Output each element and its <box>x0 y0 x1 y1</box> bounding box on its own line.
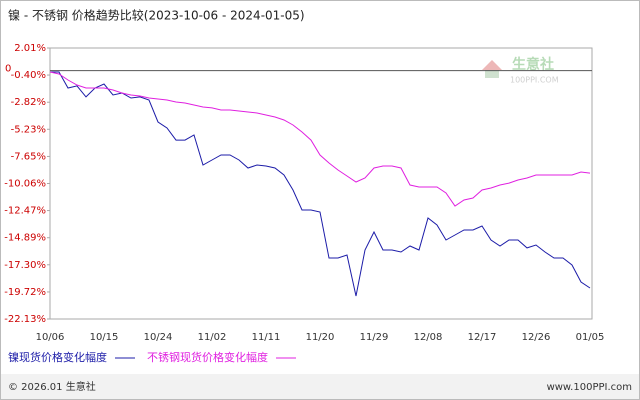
series-line <box>49 71 591 207</box>
x-tick-label: 11/29 <box>360 332 389 343</box>
y-tick-label: -17.30% <box>4 260 46 271</box>
series-line <box>50 71 591 297</box>
y-tick-label: -10.06% <box>4 179 46 190</box>
x-tick-label: 10/06 <box>36 332 65 343</box>
x-tick-label: 11/02 <box>198 332 227 343</box>
x-tick-label: 10/24 <box>144 332 173 343</box>
y-tick-label: -0.40% <box>11 70 46 81</box>
footer-copyright: © 2026.01 生意社 <box>8 380 96 393</box>
chart-title: 镍 - 不锈钢 价格趋势比较(2023-10-06 - 2024-01-05) <box>8 8 305 23</box>
y-tick-label: -14.89% <box>4 233 46 244</box>
y-tick-label: -2.82% <box>11 97 46 108</box>
x-tick-label: 12/26 <box>522 332 551 343</box>
watermark-name: 生意社 <box>512 56 554 73</box>
y-tick-label: -22.13% <box>4 314 46 325</box>
logo <box>485 70 499 78</box>
x-tick-label: 12/17 <box>468 332 497 343</box>
y-tick-label: -5.23% <box>11 124 46 135</box>
legend-label: 不锈钢现货价格变化幅度 <box>147 350 268 364</box>
logo <box>482 60 502 70</box>
watermark-url: 100PPI.COM <box>510 76 559 85</box>
y-tick-label: -12.47% <box>4 206 46 217</box>
x-tick-label: 10/15 <box>90 332 119 343</box>
zero-label: 0 <box>5 64 11 75</box>
plot-area <box>49 47 593 320</box>
footer-band <box>1 374 639 399</box>
y-tick-label: 2.01% <box>14 43 46 54</box>
watermark: 生意社 100PPI.COM <box>482 56 559 85</box>
x-tick-label: 11/11 <box>252 332 281 343</box>
y-tick-label: -7.65% <box>11 151 46 162</box>
x-tick-label: 01/05 <box>576 332 605 343</box>
x-tick-label: 11/20 <box>306 332 335 343</box>
y-tick-label: -19.72% <box>4 287 46 298</box>
legend-label: 镍现货价格变化幅度 <box>8 350 107 364</box>
x-tick-label: 12/08 <box>414 332 443 343</box>
footer-site: www.100PPI.com <box>547 382 632 393</box>
